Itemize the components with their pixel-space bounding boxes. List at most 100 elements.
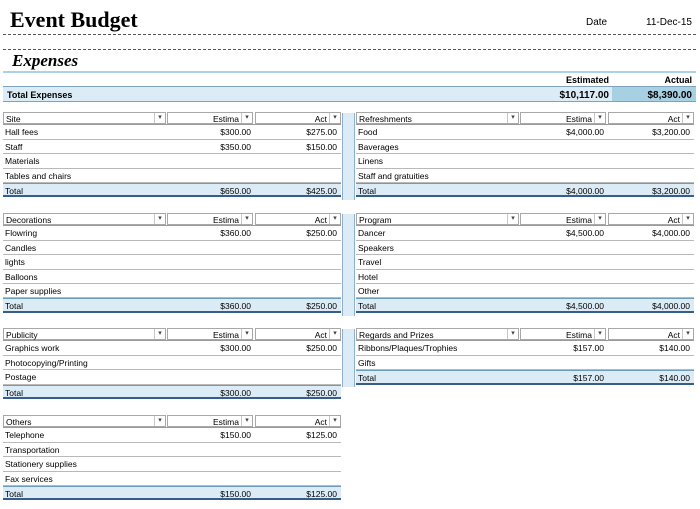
estimated-cell[interactable]: $4,500.00 bbox=[566, 228, 604, 239]
estimated-filter[interactable]: Estima ▾ bbox=[520, 328, 606, 340]
actual-filter[interactable]: Act ▾ bbox=[255, 112, 341, 124]
estimated-filter[interactable]: Estima ▾ bbox=[167, 213, 253, 225]
actual-cell[interactable]: $150.00 bbox=[306, 141, 337, 152]
date-value[interactable]: 11-Dec-15 bbox=[646, 17, 692, 28]
chevron-down-icon[interactable]: ▾ bbox=[507, 214, 518, 224]
chevron-down-icon[interactable]: ▾ bbox=[241, 329, 252, 339]
estimated-filter[interactable]: Estima ▾ bbox=[520, 213, 606, 225]
item-cell[interactable]: Travel bbox=[358, 257, 382, 268]
item-cell[interactable]: Food bbox=[358, 127, 378, 138]
estimated-cell[interactable]: $350.00 bbox=[220, 141, 251, 152]
total-actual[interactable]: $3,200.00 bbox=[652, 185, 690, 196]
chevron-down-icon[interactable]: ▾ bbox=[594, 113, 605, 123]
item-cell[interactable]: Speakers bbox=[358, 242, 394, 253]
total-estimated[interactable]: $300.00 bbox=[220, 387, 251, 398]
item-cell[interactable]: Flowring bbox=[5, 228, 38, 239]
item-cell[interactable]: Staff and gratuities bbox=[358, 170, 429, 181]
chevron-down-icon[interactable]: ▾ bbox=[241, 416, 252, 426]
item-cell[interactable]: Staff bbox=[5, 141, 23, 152]
item-cell[interactable]: Linens bbox=[358, 156, 384, 167]
item-cell[interactable]: Graphics work bbox=[5, 343, 60, 354]
category-filter[interactable]: Program ▾ bbox=[356, 213, 519, 225]
item-cell[interactable]: Balloons bbox=[5, 271, 38, 282]
chevron-down-icon[interactable]: ▾ bbox=[507, 329, 518, 339]
item-cell[interactable]: Baverages bbox=[358, 141, 399, 152]
category-filter[interactable]: Refreshments ▾ bbox=[356, 112, 519, 124]
item-cell[interactable]: Gifts bbox=[358, 357, 376, 368]
estimated-filter[interactable]: Estima ▾ bbox=[520, 112, 606, 124]
chevron-down-icon[interactable]: ▾ bbox=[682, 113, 693, 123]
chevron-down-icon[interactable]: ▾ bbox=[682, 214, 693, 224]
chevron-down-icon[interactable]: ▾ bbox=[154, 113, 165, 123]
total-expenses-estimated[interactable]: $10,117.00 bbox=[559, 90, 610, 101]
category-filter[interactable]: Decorations ▾ bbox=[3, 213, 166, 225]
chevron-down-icon[interactable]: ▾ bbox=[154, 214, 165, 224]
estimated-cell[interactable]: $150.00 bbox=[220, 430, 251, 441]
chevron-down-icon[interactable]: ▾ bbox=[507, 113, 518, 123]
total-actual[interactable]: $250.00 bbox=[306, 387, 337, 398]
actual-cell[interactable]: $3,200.00 bbox=[652, 127, 690, 138]
item-cell[interactable]: Hall fees bbox=[5, 127, 39, 138]
estimated-cell[interactable]: $300.00 bbox=[220, 127, 251, 138]
actual-filter[interactable]: Act ▾ bbox=[255, 415, 341, 427]
chevron-down-icon[interactable]: ▾ bbox=[329, 329, 340, 339]
total-estimated[interactable]: $360.00 bbox=[220, 301, 251, 312]
estimated-filter[interactable]: Estima ▾ bbox=[167, 328, 253, 340]
chevron-down-icon[interactable]: ▾ bbox=[329, 214, 340, 224]
total-estimated[interactable]: $157.00 bbox=[573, 373, 604, 384]
actual-filter[interactable]: Act ▾ bbox=[255, 328, 341, 340]
item-cell[interactable]: Hotel bbox=[358, 271, 378, 282]
actual-filter[interactable]: Act ▾ bbox=[608, 328, 694, 340]
category-filter[interactable]: Regards and Prizes ▾ bbox=[356, 328, 519, 340]
item-cell[interactable]: Photocopying/Printing bbox=[5, 357, 88, 368]
chevron-down-icon[interactable]: ▾ bbox=[154, 416, 165, 426]
total-estimated[interactable]: $650.00 bbox=[220, 185, 251, 196]
chevron-down-icon[interactable]: ▾ bbox=[154, 329, 165, 339]
item-cell[interactable]: Ribbons/Plaques/Trophies bbox=[358, 343, 458, 354]
category-filter[interactable]: Others ▾ bbox=[3, 415, 166, 427]
total-actual[interactable]: $125.00 bbox=[306, 488, 337, 499]
item-cell[interactable]: Tables and chairs bbox=[5, 170, 72, 181]
chevron-down-icon[interactable]: ▾ bbox=[329, 416, 340, 426]
item-cell[interactable]: Stationery supplies bbox=[5, 459, 77, 470]
chevron-down-icon[interactable]: ▾ bbox=[594, 214, 605, 224]
chevron-down-icon[interactable]: ▾ bbox=[682, 329, 693, 339]
estimated-filter[interactable]: Estima ▾ bbox=[167, 112, 253, 124]
item-cell[interactable]: Candles bbox=[5, 242, 37, 253]
total-expenses-actual-cell[interactable]: $8,390.00 bbox=[612, 87, 696, 101]
total-estimated[interactable]: $4,000.00 bbox=[566, 185, 604, 196]
item-cell[interactable]: Telephone bbox=[5, 430, 45, 441]
item-cell[interactable]: Paper supplies bbox=[5, 285, 62, 296]
category-filter[interactable]: Publicity ▾ bbox=[3, 328, 166, 340]
total-actual[interactable]: $4,000.00 bbox=[652, 301, 690, 312]
item-cell[interactable]: Materials bbox=[5, 156, 40, 167]
chevron-down-icon[interactable]: ▾ bbox=[241, 113, 252, 123]
actual-filter[interactable]: Act ▾ bbox=[608, 112, 694, 124]
total-estimated[interactable]: $150.00 bbox=[220, 488, 251, 499]
chevron-down-icon[interactable]: ▾ bbox=[329, 113, 340, 123]
item-cell[interactable]: Other bbox=[358, 285, 380, 296]
item-cell[interactable]: Fax services bbox=[5, 473, 53, 484]
actual-cell[interactable]: $125.00 bbox=[306, 430, 337, 441]
item-cell[interactable]: Transportation bbox=[5, 444, 60, 455]
item-cell[interactable]: Dancer bbox=[358, 228, 386, 239]
actual-filter[interactable]: Act ▾ bbox=[608, 213, 694, 225]
total-actual[interactable]: $140.00 bbox=[659, 373, 690, 384]
item-cell[interactable]: Postage bbox=[5, 372, 37, 383]
estimated-cell[interactable]: $300.00 bbox=[220, 343, 251, 354]
estimated-cell[interactable]: $4,000.00 bbox=[566, 127, 604, 138]
total-actual[interactable]: $250.00 bbox=[306, 301, 337, 312]
actual-cell[interactable]: $275.00 bbox=[306, 127, 337, 138]
actual-filter[interactable]: Act ▾ bbox=[255, 213, 341, 225]
actual-cell[interactable]: $140.00 bbox=[659, 343, 690, 354]
estimated-cell[interactable]: $360.00 bbox=[220, 228, 251, 239]
actual-cell[interactable]: $4,000.00 bbox=[652, 228, 690, 239]
category-filter[interactable]: Site ▾ bbox=[3, 112, 166, 124]
actual-cell[interactable]: $250.00 bbox=[306, 228, 337, 239]
chevron-down-icon[interactable]: ▾ bbox=[241, 214, 252, 224]
estimated-filter[interactable]: Estima ▾ bbox=[167, 415, 253, 427]
chevron-down-icon[interactable]: ▾ bbox=[594, 329, 605, 339]
actual-cell[interactable]: $250.00 bbox=[306, 343, 337, 354]
estimated-cell[interactable]: $157.00 bbox=[573, 343, 604, 354]
item-cell[interactable]: lights bbox=[5, 257, 25, 268]
